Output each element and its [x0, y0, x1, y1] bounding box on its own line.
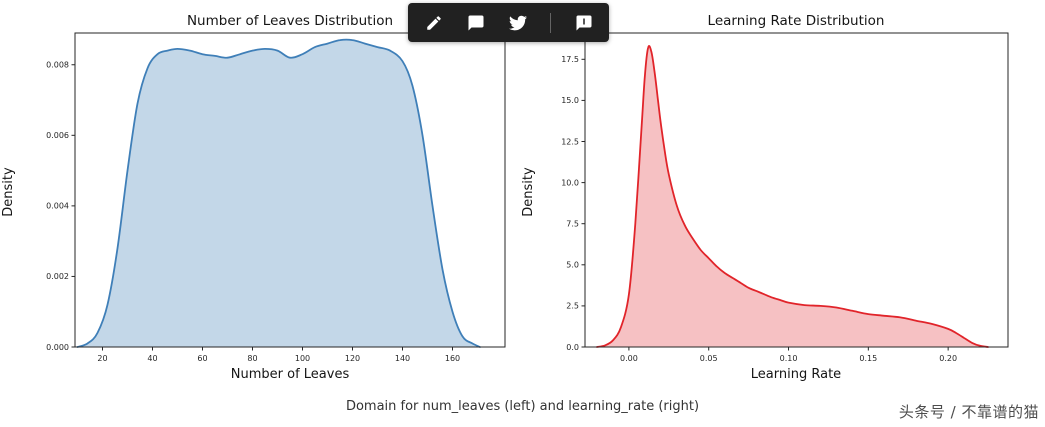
- svg-text:160: 160: [445, 354, 460, 363]
- svg-text:80: 80: [247, 354, 257, 363]
- left-chart-xlabel: Number of Leaves: [231, 367, 350, 382]
- twitter-icon[interactable]: [508, 13, 527, 32]
- svg-text:10.0: 10.0: [561, 178, 579, 187]
- left-chart-ylabel: Density: [1, 167, 16, 217]
- right-chart-ylabel: Density: [521, 167, 536, 217]
- svg-text:0.15: 0.15: [859, 354, 877, 363]
- svg-text:60: 60: [197, 354, 207, 363]
- svg-text:15.0: 15.0: [561, 96, 579, 105]
- svg-text:0.006: 0.006: [46, 131, 69, 140]
- toolbar-divider: [550, 12, 551, 33]
- svg-text:0.000: 0.000: [46, 343, 69, 352]
- watermark-text: 头条号 / 不靠谱的猫: [898, 403, 1039, 421]
- svg-text:17.5: 17.5: [561, 55, 579, 64]
- svg-text:100: 100: [295, 354, 310, 363]
- svg-text:12.5: 12.5: [561, 137, 579, 146]
- chat-icon[interactable]: [574, 13, 593, 32]
- svg-text:2.5: 2.5: [566, 302, 579, 311]
- share-toolbar: [408, 3, 609, 42]
- svg-text:0.05: 0.05: [700, 354, 718, 363]
- svg-text:20: 20: [97, 354, 107, 363]
- svg-text:40: 40: [147, 354, 157, 363]
- comment-icon[interactable]: [466, 13, 485, 32]
- svg-text:120: 120: [345, 354, 360, 363]
- svg-text:0.008: 0.008: [46, 61, 69, 70]
- svg-text:5.0: 5.0: [566, 261, 579, 270]
- left-chart-svg: 20 40 60 80 100 120 140 160 0.000 0.002 0.004 0.006…: [1, 13, 506, 382]
- svg-text:0.00: 0.00: [620, 354, 638, 363]
- right-chart-xlabel: Learning Rate: [751, 367, 841, 382]
- right-chart-svg: 0.00 0.05 0.10 0.15 0.20 0.0 2.5 5.0 7.5 10.0 12.5…: [521, 13, 1009, 382]
- svg-text:140: 140: [395, 354, 410, 363]
- edit-icon[interactable]: [424, 13, 443, 32]
- svg-text:0.002: 0.002: [46, 272, 69, 281]
- svg-text:0.0: 0.0: [566, 343, 579, 352]
- svg-text:0.20: 0.20: [939, 354, 957, 363]
- svg-text:0.004: 0.004: [46, 202, 69, 211]
- figure-caption: Domain for num_leaves (left) and learnin…: [345, 399, 700, 414]
- svg-text:0.10: 0.10: [780, 354, 798, 363]
- right-chart-title: Learning Rate Distribution: [708, 13, 885, 29]
- svg-text:7.5: 7.5: [566, 220, 579, 229]
- left-chart-title: Number of Leaves Distribution: [187, 13, 393, 29]
